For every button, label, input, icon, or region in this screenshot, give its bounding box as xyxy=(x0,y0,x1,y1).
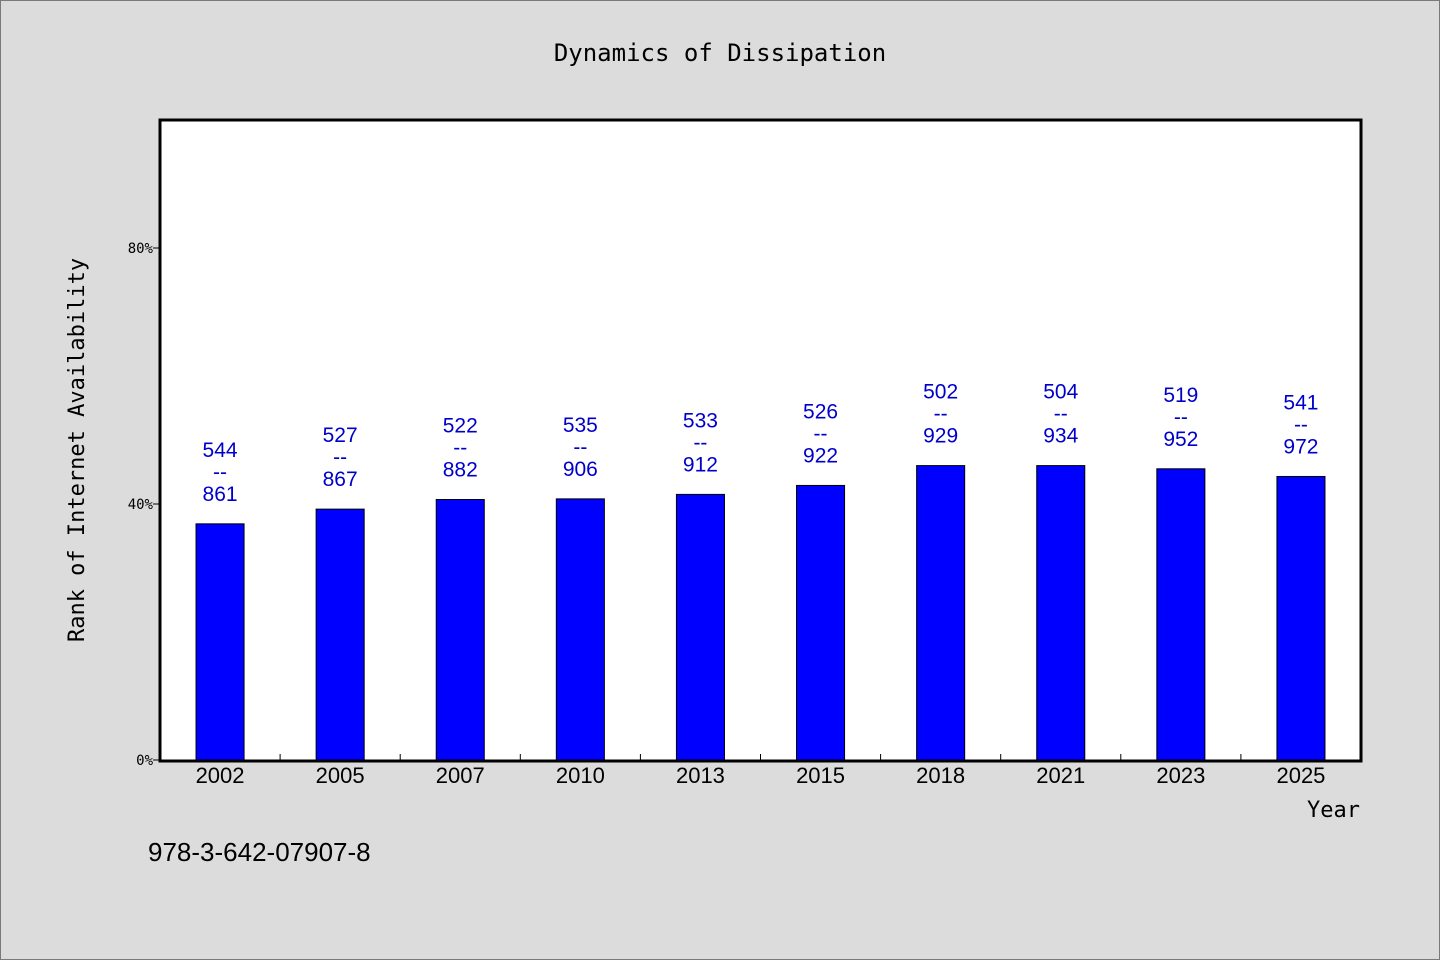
bar xyxy=(1276,475,1326,761)
chart-title: Dynamics of Dissipation xyxy=(554,39,886,67)
chart-marks: 0%40%80%2002544--8612005527--8672007522-… xyxy=(128,241,1326,788)
data-label-separator: -- xyxy=(1054,403,1068,426)
x-tick-label: 2002 xyxy=(196,763,245,788)
data-label-bottom: 867 xyxy=(323,468,358,491)
x-tick-label: 2007 xyxy=(436,763,485,788)
data-label-bottom: 912 xyxy=(683,453,718,476)
bar xyxy=(195,523,245,761)
data-label-bottom: 906 xyxy=(563,458,598,481)
isbn-label: 978-3-642-07907-8 xyxy=(148,837,371,867)
data-label-separator: -- xyxy=(693,431,707,454)
bar xyxy=(435,499,485,761)
data-label-bottom: 882 xyxy=(443,459,478,482)
bar xyxy=(796,484,846,761)
y-tick-label: 80% xyxy=(128,241,154,257)
x-tick-label: 2005 xyxy=(316,763,365,788)
x-tick-label: 2015 xyxy=(796,763,845,788)
data-label-top: 522 xyxy=(443,415,478,438)
x-tick-label: 2013 xyxy=(676,763,725,788)
data-label-bottom: 922 xyxy=(803,444,838,467)
data-label-separator: -- xyxy=(1294,413,1308,436)
bar xyxy=(675,493,725,761)
x-tick-label: 2021 xyxy=(1036,763,1085,788)
x-tick-label: 2023 xyxy=(1156,763,1205,788)
y-axis-label: Rank of Internet Availability xyxy=(65,258,90,642)
data-label-top: 541 xyxy=(1283,391,1318,414)
bar xyxy=(1156,468,1206,761)
bar xyxy=(1036,465,1086,761)
data-label-bottom: 952 xyxy=(1163,428,1198,451)
data-label-top: 527 xyxy=(323,424,358,447)
x-tick-label: 2018 xyxy=(916,763,965,788)
data-label-bottom: 972 xyxy=(1283,435,1318,458)
x-tick-label: 2010 xyxy=(556,763,605,788)
data-label-top: 544 xyxy=(203,439,238,462)
bar xyxy=(315,508,365,761)
bar xyxy=(916,465,966,761)
y-tick-label: 0% xyxy=(136,753,153,769)
data-label-top: 519 xyxy=(1163,384,1198,407)
data-label-bottom: 929 xyxy=(923,425,958,448)
data-label-separator: -- xyxy=(333,446,347,469)
x-tick-label: 2025 xyxy=(1276,763,1325,788)
data-label-separator: -- xyxy=(1174,406,1188,429)
data-label-separator: -- xyxy=(213,461,227,484)
data-label-bottom: 934 xyxy=(1043,425,1078,448)
bar xyxy=(555,498,605,761)
data-label-top: 533 xyxy=(683,409,718,432)
data-label-separator: -- xyxy=(934,403,948,426)
data-label-top: 504 xyxy=(1043,381,1078,404)
data-label-separator: -- xyxy=(453,437,467,460)
data-label-bottom: 861 xyxy=(203,483,238,506)
x-axis-label: Year xyxy=(1307,798,1360,823)
data-label-top: 526 xyxy=(803,400,838,423)
data-label-separator: -- xyxy=(573,436,587,459)
data-label-separator: -- xyxy=(814,422,828,445)
data-label-top: 535 xyxy=(563,414,598,437)
data-label-top: 502 xyxy=(923,381,958,404)
y-tick-label: 40% xyxy=(128,497,154,513)
